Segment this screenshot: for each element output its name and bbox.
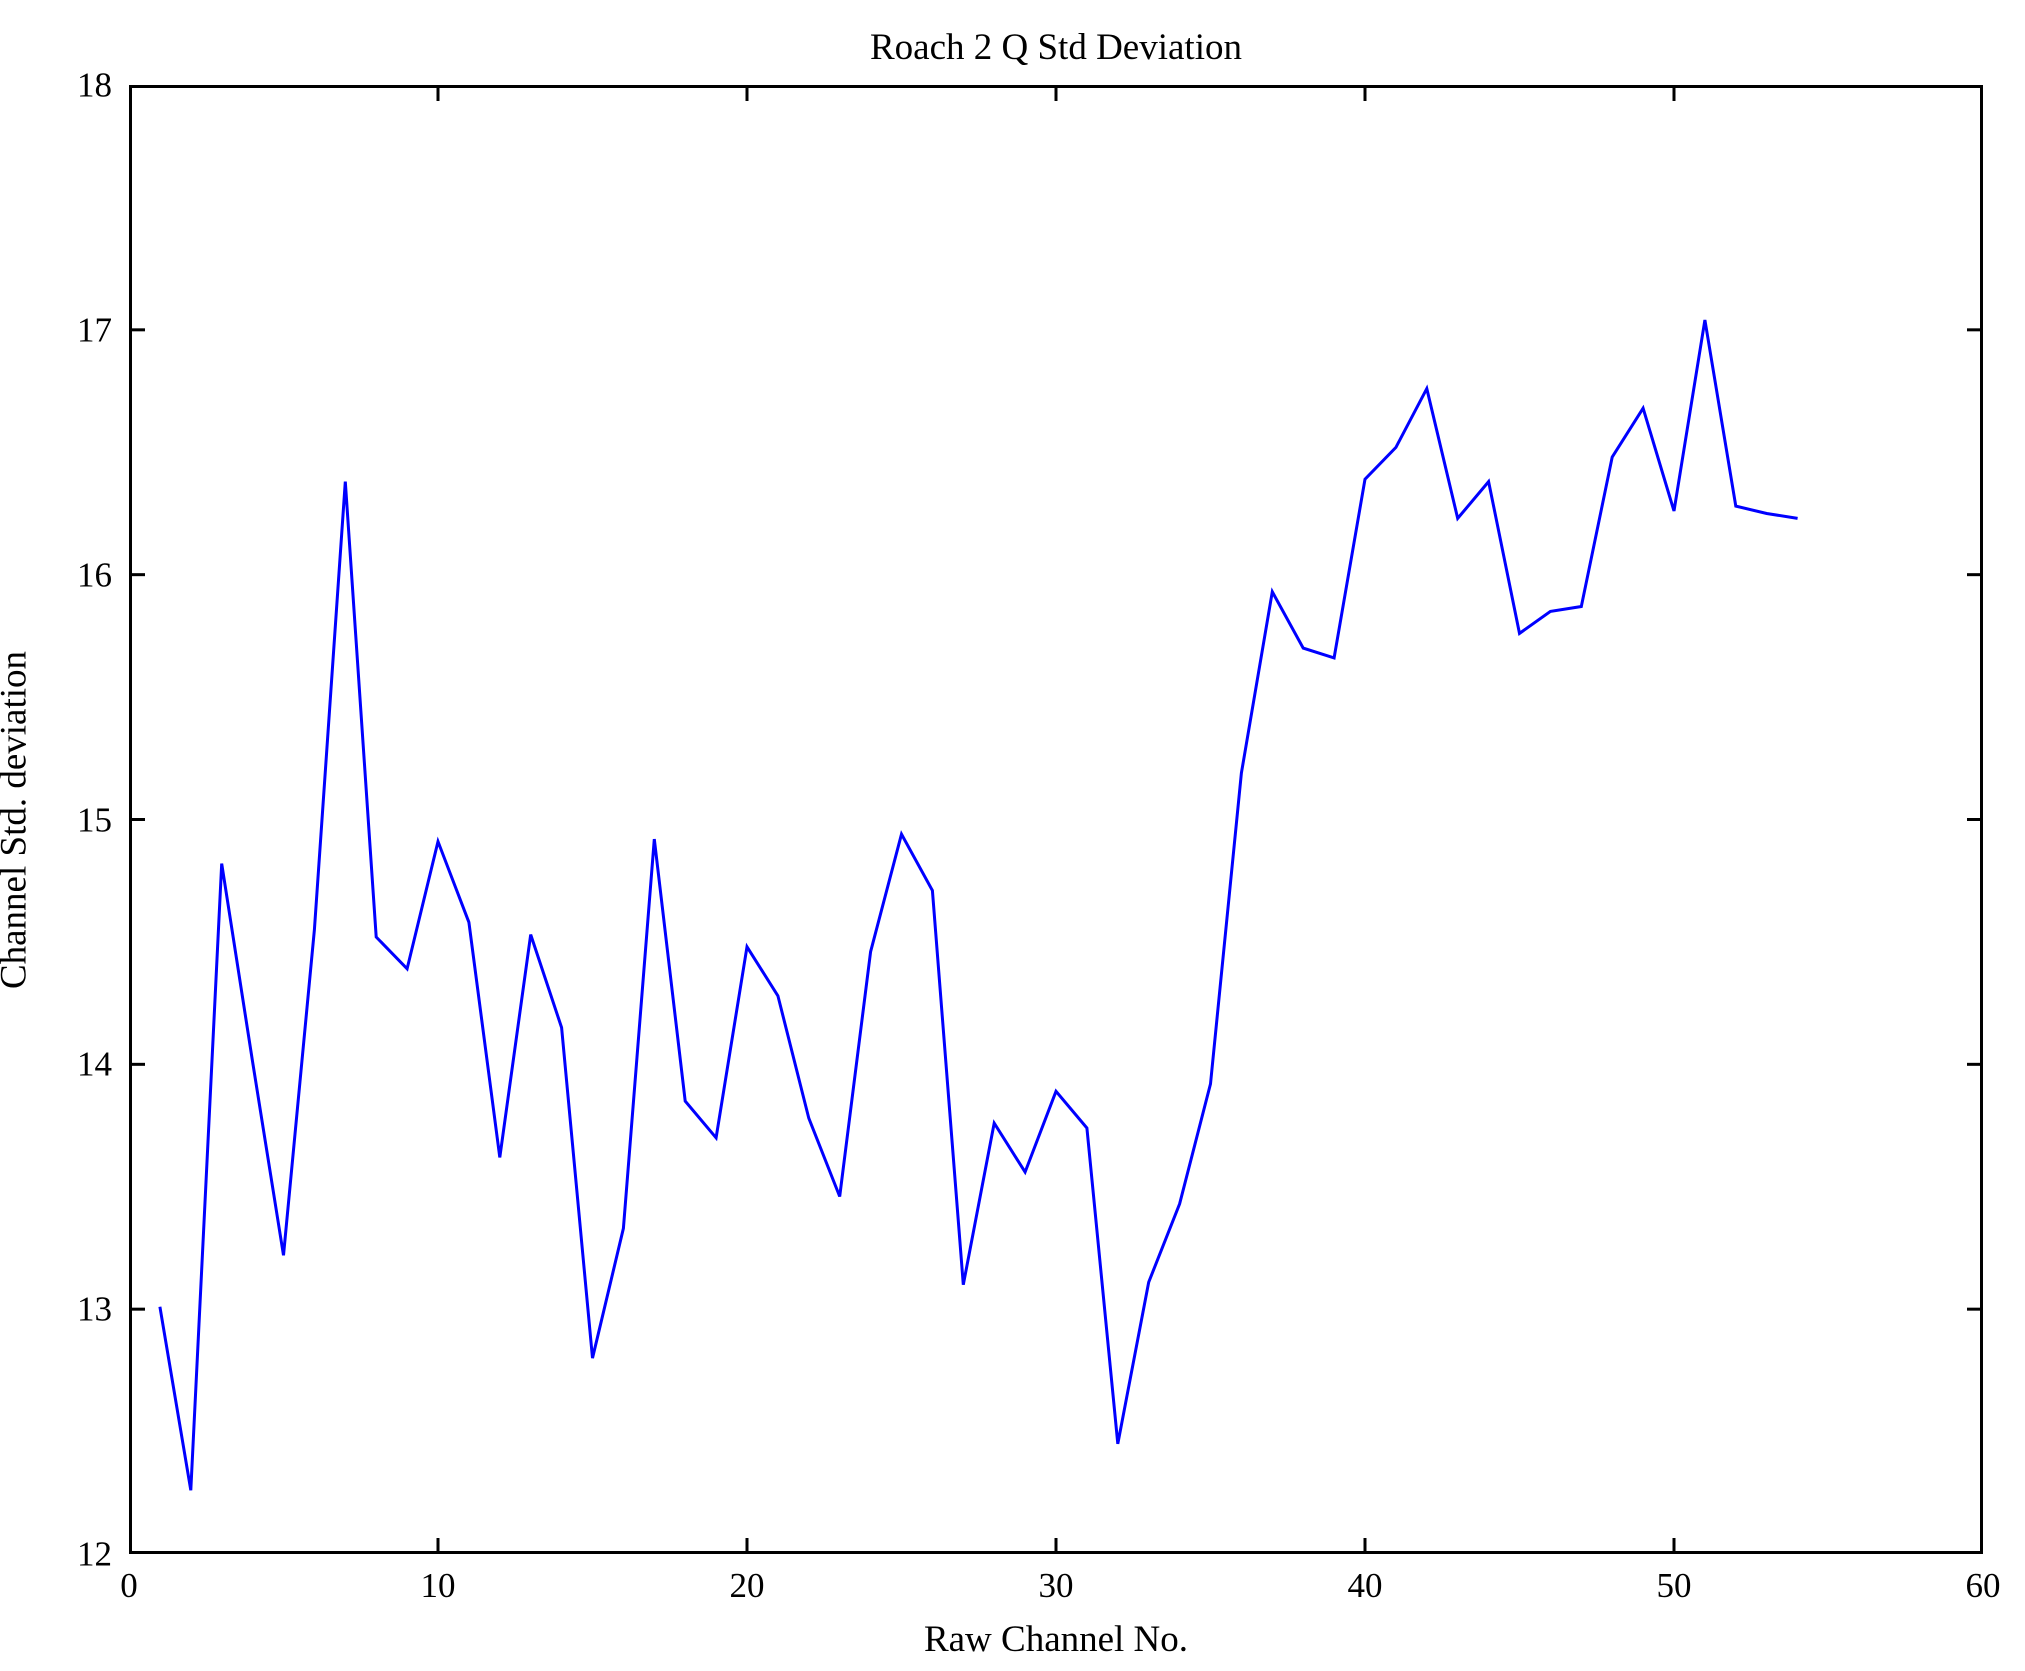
x-tick-label: 60 xyxy=(1965,1566,2001,1605)
y-tick-label: 15 xyxy=(77,800,112,839)
plot-area xyxy=(129,85,1983,1554)
y-tick-labels: 12 13 14 15 16 17 18 xyxy=(0,68,112,1572)
x-tick-labels: 0 10 20 30 40 50 60 xyxy=(120,1566,2000,1618)
chart-title: Roach 2 Q Std Deviation xyxy=(869,27,1242,68)
x-tick-label: 50 xyxy=(1656,1566,1692,1605)
y-tick-label: 13 xyxy=(77,1289,112,1329)
x-tick-label: 40 xyxy=(1347,1566,1383,1605)
x-tick-label: 20 xyxy=(729,1566,765,1605)
axes-box xyxy=(129,85,1983,1554)
data-line xyxy=(158,319,1798,1491)
x-axis-label: Raw Channel No. xyxy=(923,1619,1189,1660)
x-tick-label: 0 xyxy=(120,1566,138,1605)
y-tick-label: 17 xyxy=(77,310,112,350)
x-tick-label: 10 xyxy=(420,1566,456,1605)
plot-canvas xyxy=(129,85,1983,1554)
y-tick-label: 18 xyxy=(77,65,112,105)
y-tick-label: 16 xyxy=(77,555,112,595)
x-tick-label: 30 xyxy=(1038,1566,1074,1605)
y-tick-label: 14 xyxy=(77,1044,112,1084)
y-tick-label: 12 xyxy=(77,1534,112,1574)
tick-marks xyxy=(129,85,1983,1554)
